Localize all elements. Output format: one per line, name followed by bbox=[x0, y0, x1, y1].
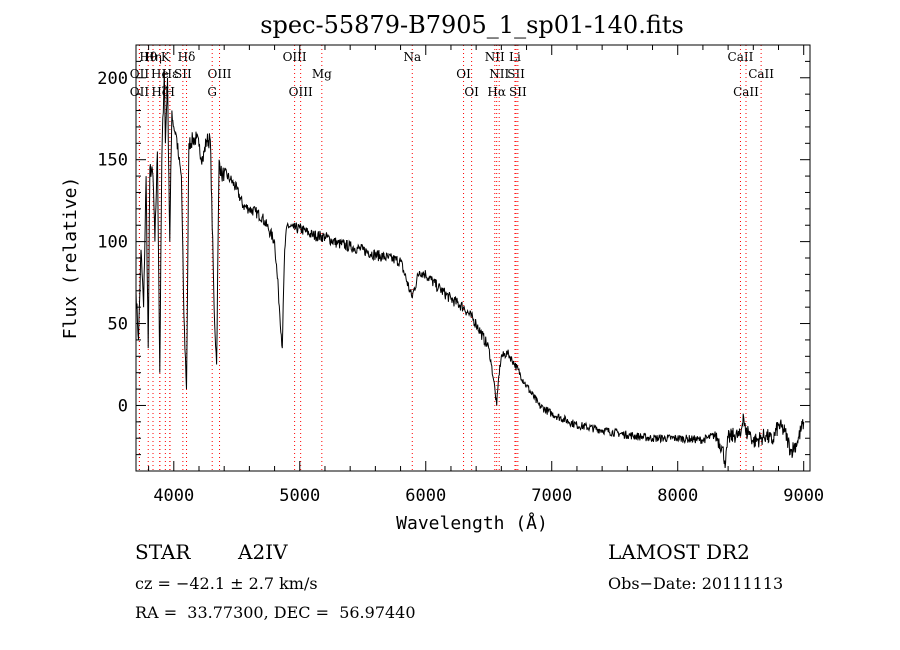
line-marker-label: Hδ bbox=[178, 50, 196, 64]
line-marker-label: OI bbox=[464, 85, 479, 99]
line-marker-label: SII bbox=[174, 67, 192, 81]
y-tick-label: 0 bbox=[118, 396, 128, 416]
line-marker-label: G bbox=[207, 85, 217, 99]
velocity: cz = −42.1 ± 2.7 km/s bbox=[135, 574, 318, 593]
chart-title: spec-55879-B7905_1_sp01-140.fits bbox=[260, 11, 684, 39]
line-marker-label: NII bbox=[485, 50, 505, 64]
x-tick-label: 8000 bbox=[657, 486, 698, 506]
line-marker-label: Hα bbox=[487, 85, 506, 99]
x-tick-label: 7000 bbox=[531, 486, 572, 506]
x-axis-label: Wavelength (Å) bbox=[396, 512, 548, 534]
observation-date: Obs−Date: 20111113 bbox=[608, 574, 784, 593]
line-marker-label: CaII bbox=[728, 50, 754, 64]
line-marker-label: OII bbox=[130, 85, 150, 99]
line-marker-label: Na bbox=[403, 50, 421, 64]
y-tick-label: 100 bbox=[97, 233, 128, 253]
line-marker-label: SII bbox=[507, 67, 525, 81]
spectrum-line bbox=[135, 69, 805, 469]
line-marker-label: Li bbox=[509, 50, 521, 64]
y-tick-label: 50 bbox=[108, 315, 128, 335]
line-marker-label: CaII bbox=[733, 85, 759, 99]
y-tick-label: 200 bbox=[97, 69, 128, 89]
x-axis-ticks: 4000 5000 6000 7000 8000 9000 bbox=[148, 45, 824, 506]
line-marker-label: K bbox=[161, 50, 171, 64]
line-marker-label: SII bbox=[509, 85, 527, 99]
line-marker-label: OI bbox=[456, 67, 471, 81]
line-marker-label: OIII bbox=[289, 85, 313, 99]
plot-frame bbox=[135, 44, 811, 472]
line-marker-label: H bbox=[165, 85, 175, 99]
x-tick-label: 4000 bbox=[153, 486, 194, 506]
x-tick-label: 6000 bbox=[405, 486, 446, 506]
y-axis-ticks: 0 50 100 150 200 bbox=[97, 60, 810, 456]
coordinates: RA = 33.77300, DEC = 56.97440 bbox=[135, 603, 416, 622]
line-marker-label: CaII bbox=[748, 67, 774, 81]
x-tick-label: 5000 bbox=[279, 486, 320, 506]
x-tick-label: 9000 bbox=[783, 486, 824, 506]
object-type: STAR bbox=[135, 540, 191, 564]
line-marker-label: OIII bbox=[207, 67, 231, 81]
spectral-subclass: A2IV bbox=[238, 540, 288, 564]
y-axis-label: Flux (relative) bbox=[60, 177, 81, 340]
line-marker-label: Hζ bbox=[151, 85, 168, 99]
y-tick-label: 150 bbox=[97, 151, 128, 171]
line-marker-label: Hη bbox=[144, 50, 162, 64]
survey-name: LAMOST DR2 bbox=[608, 540, 750, 564]
line-marker-label: Hε bbox=[162, 67, 179, 81]
line-marker-label: NII bbox=[489, 67, 509, 81]
line-marker-label: Mg bbox=[312, 67, 332, 81]
line-marker-label: OIII bbox=[283, 50, 307, 64]
